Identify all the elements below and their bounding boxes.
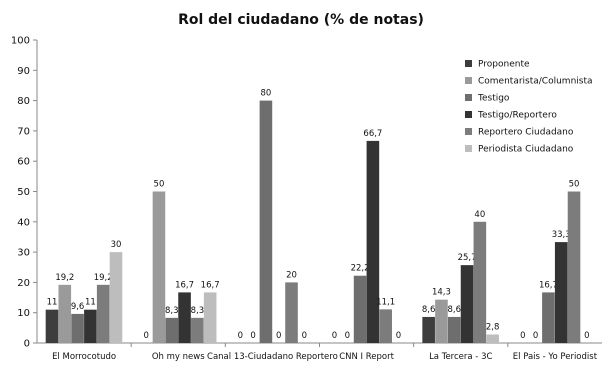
data-label: 33,3 — [552, 230, 571, 240]
data-label: 0 — [345, 331, 350, 341]
data-label: 16,7 — [539, 280, 558, 290]
bar — [203, 292, 217, 343]
bar — [422, 316, 435, 343]
bar — [58, 284, 72, 343]
data-label: 50 — [154, 180, 165, 190]
y-tick-label: 10 — [17, 308, 30, 319]
data-label: 50 — [569, 180, 580, 190]
y-tick-label: 70 — [17, 126, 30, 137]
y-tick-label: 20 — [17, 278, 30, 289]
data-label: 80 — [261, 89, 272, 99]
bar — [109, 252, 123, 343]
legend-swatch — [465, 128, 472, 135]
y-tick-label: 80 — [17, 96, 30, 107]
bar — [366, 140, 380, 343]
data-label: 8,3 — [191, 306, 205, 316]
bar — [435, 299, 448, 343]
data-label: 8,6 — [422, 305, 436, 315]
bar — [191, 317, 204, 343]
legend-swatch — [465, 111, 472, 118]
legend-swatch — [465, 94, 472, 101]
bar — [84, 309, 97, 343]
data-label: 20 — [286, 270, 297, 280]
chart-title: Rol del ciudadano (% de notas) — [178, 12, 424, 28]
data-label: 2,8 — [486, 323, 500, 333]
data-label: 0 — [250, 331, 255, 341]
x-tick-label: El Pais - Yo Periodist — [513, 352, 598, 362]
data-label: 14,3 — [432, 288, 451, 298]
x-tick-label: Oh my news — [152, 352, 205, 362]
bar — [542, 292, 555, 343]
data-label: 8,6 — [447, 305, 461, 315]
y-tick-label: 60 — [17, 157, 30, 168]
x-tick-label: Canal 13-Ciudadano Reportero — [207, 352, 338, 362]
bar — [178, 292, 191, 343]
x-tick-label: La Tercera - 3C — [429, 352, 492, 362]
x-tick-label: El Morrocotudo — [52, 352, 116, 362]
data-label: 0 — [238, 331, 243, 341]
data-label: 25,7 — [458, 253, 477, 263]
data-label: 11 — [47, 298, 58, 308]
data-label: 0 — [396, 331, 401, 341]
legend-swatch — [465, 77, 472, 84]
data-label: 0 — [533, 331, 538, 341]
data-label: 0 — [584, 331, 589, 341]
data-label: 22,2 — [351, 264, 370, 274]
data-label: 30 — [111, 240, 122, 250]
data-label: 16,7 — [175, 280, 194, 290]
legend-label: Comentarista/Columnista — [478, 77, 593, 87]
data-label: 8,3 — [165, 306, 179, 316]
data-label: 40 — [474, 210, 485, 220]
bar — [45, 309, 59, 343]
axes: 0 10 20 30 40 50 60 70 80 90 100 El Morrocotudo Oh m… — [11, 36, 602, 362]
data-label: 66,7 — [363, 129, 382, 139]
bar — [379, 309, 392, 343]
data-label: 19,2 — [55, 273, 74, 283]
bar — [567, 191, 581, 343]
data-label: 9,6 — [71, 302, 85, 312]
legend-label: Reportero Ciudadano — [478, 128, 574, 138]
legend-label: Periodista Ciudadano — [478, 145, 574, 155]
bar — [71, 313, 84, 343]
data-label: 0 — [302, 331, 307, 341]
legend-swatch — [465, 60, 472, 67]
data-label: 0 — [276, 331, 281, 341]
bar — [554, 242, 568, 343]
data-label: 0 — [520, 331, 525, 341]
bar — [486, 334, 499, 343]
y-tick-label: 30 — [17, 248, 30, 259]
bar — [259, 100, 273, 343]
data-label: 11 — [85, 298, 96, 308]
bar — [353, 275, 367, 343]
data-label: 0 — [143, 331, 148, 341]
legend-label: Testigo — [477, 94, 510, 104]
bar — [165, 317, 179, 343]
bar — [152, 191, 166, 343]
bar — [447, 316, 461, 343]
bar — [96, 284, 110, 343]
data-label: 19,2 — [94, 273, 113, 283]
bar — [460, 265, 474, 343]
bar — [285, 282, 298, 343]
legend-swatch — [465, 145, 472, 152]
y-tick-label: 50 — [17, 187, 30, 198]
y-tick-label: 90 — [17, 66, 30, 77]
x-tick-label: CNN I Report — [339, 352, 394, 362]
legend-label: Testigo/Reportero — [477, 111, 557, 121]
y-tick-label: 40 — [17, 217, 30, 228]
data-label: 16,7 — [201, 280, 220, 290]
legend: Proponente Comentarista/Columnista Testigo… — [465, 60, 593, 155]
data-label: 11,1 — [376, 297, 395, 307]
bar — [473, 221, 487, 343]
data-label: 0 — [332, 331, 337, 341]
y-tick-label: 0 — [24, 339, 30, 350]
legend-label: Proponente — [478, 60, 530, 70]
y-tick-label: 100 — [11, 36, 30, 47]
